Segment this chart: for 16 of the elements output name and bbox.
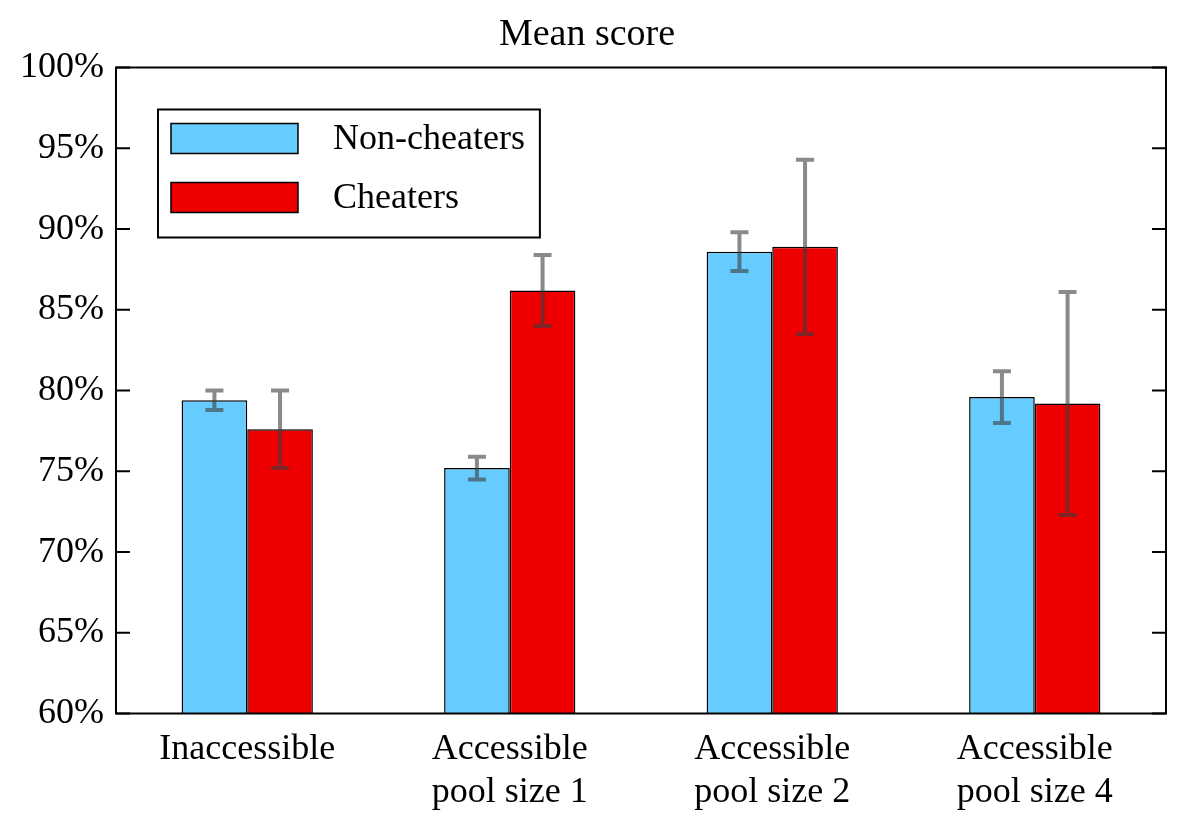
legend-label: Cheaters	[332, 176, 459, 217]
y-tick-label: 100%	[19, 45, 104, 86]
y-tick-label: 75%	[37, 448, 104, 489]
y-tick-label: 85%	[37, 287, 104, 328]
y-tick-label: 60%	[37, 691, 104, 732]
x-tick-label: Inaccessible	[159, 726, 336, 767]
x-tick-label: Accessible pool size 1	[431, 726, 588, 810]
y-tick-label: 95%	[37, 125, 104, 166]
y-tick-label: 80%	[37, 368, 104, 409]
x-tick-label: Accessible pool size 2	[694, 726, 851, 810]
y-tick-label: 70%	[37, 529, 104, 570]
y-tick-label: 90%	[37, 206, 104, 247]
x-tick-label: Accessible pool size 4	[956, 726, 1113, 810]
y-tick-label: 65%	[37, 610, 104, 651]
legend-label: Non-cheaters	[332, 117, 525, 158]
chart-title: Mean score	[498, 10, 676, 53]
